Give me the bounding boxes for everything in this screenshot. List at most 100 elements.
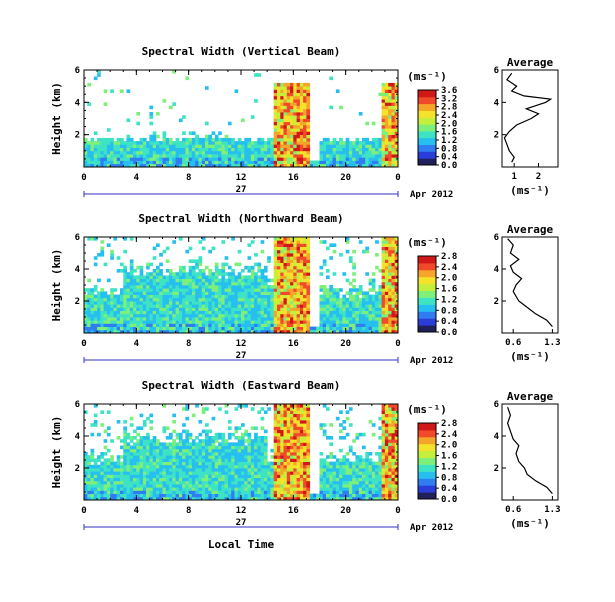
heatmap-cell <box>251 301 255 305</box>
heatmap-cell <box>149 157 153 161</box>
heatmap-cell <box>320 295 324 299</box>
heatmap-cell <box>336 161 340 165</box>
heatmap-cell <box>329 455 333 459</box>
heatmap-cell <box>293 301 297 305</box>
heatmap-cell <box>277 128 281 132</box>
heatmap-cell <box>388 154 392 158</box>
heatmap-cell <box>208 161 212 165</box>
heatmap-cell <box>87 474 91 478</box>
heatmap-cell <box>166 314 170 318</box>
heatmap-cell <box>221 148 225 152</box>
heatmap-cell <box>313 494 317 498</box>
heatmap-cell <box>306 135 310 139</box>
heatmap-cell <box>107 426 111 430</box>
profile-y-tick-label: 2 <box>494 297 499 307</box>
heatmap-cell <box>323 288 327 292</box>
heatmap-cell <box>166 436 170 440</box>
heatmap-cell <box>208 301 212 305</box>
heatmap-cell <box>365 317 369 321</box>
heatmap-cell <box>385 148 389 152</box>
heatmap-cell <box>166 138 170 142</box>
heatmap-cell <box>176 490 180 494</box>
heatmap-cell <box>267 279 271 283</box>
heatmap-cell <box>277 122 281 126</box>
heatmap-cell <box>205 86 209 90</box>
heatmap-cell <box>130 301 134 305</box>
heatmap-cell <box>290 243 294 247</box>
heatmap-cell <box>185 288 189 292</box>
heatmap-cell <box>136 282 140 286</box>
heatmap-cell <box>392 119 396 123</box>
heatmap-cell <box>87 490 91 494</box>
heatmap-cell <box>179 490 183 494</box>
heatmap-cell <box>274 250 278 254</box>
heatmap-cell <box>326 494 330 498</box>
heatmap-cell <box>297 83 301 87</box>
heatmap-cell <box>225 263 229 267</box>
heatmap-cell <box>208 449 212 453</box>
heatmap-cell <box>205 449 209 453</box>
heatmap-cell <box>257 263 261 267</box>
heatmap-cell <box>189 490 193 494</box>
heatmap-cell <box>382 314 386 318</box>
heatmap-cell <box>287 407 291 411</box>
heatmap-cell <box>306 96 310 100</box>
heatmap-cell <box>238 446 242 450</box>
heatmap-cell <box>146 446 150 450</box>
heatmap-cell <box>215 154 219 158</box>
heatmap-cell <box>293 327 297 331</box>
heatmap-cell <box>231 304 235 308</box>
heatmap-cell <box>110 471 114 475</box>
heatmap-cell <box>284 240 288 244</box>
heatmap-cell <box>248 455 252 459</box>
heatmap-cell <box>329 327 333 331</box>
heatmap-cell <box>202 323 206 327</box>
heatmap-cell <box>277 449 281 453</box>
heatmap-cell <box>388 253 392 257</box>
heatmap-cell <box>297 279 301 283</box>
heatmap-cell <box>293 407 297 411</box>
heatmap-cell <box>326 301 330 305</box>
heatmap-cell <box>221 449 225 453</box>
heatmap-cell <box>153 298 157 302</box>
heatmap-cell <box>362 291 366 295</box>
heatmap-cell <box>238 490 242 494</box>
heatmap-cell <box>287 490 291 494</box>
heatmap-cell <box>323 471 327 475</box>
heatmap-cell <box>123 430 127 434</box>
heatmap-cell <box>202 407 206 411</box>
heatmap-cell <box>110 474 114 478</box>
heatmap-cell <box>172 291 176 295</box>
heatmap-cell <box>149 154 153 158</box>
heatmap-cell <box>212 157 216 161</box>
heatmap-cell <box>127 144 131 148</box>
heatmap-cell <box>300 317 304 321</box>
heatmap-cell <box>235 282 239 286</box>
heatmap-cell <box>238 301 242 305</box>
heatmap-cell <box>199 256 203 260</box>
heatmap-cell <box>274 125 278 129</box>
heatmap-cell <box>87 157 91 161</box>
heatmap-cell <box>94 471 98 475</box>
heatmap-cell <box>352 263 356 267</box>
heatmap-cell <box>346 323 350 327</box>
heatmap-cell <box>388 295 392 299</box>
heatmap-cell <box>133 304 137 308</box>
heatmap-cell <box>248 317 252 321</box>
heatmap-cell <box>189 131 193 135</box>
heatmap-cell <box>133 465 137 469</box>
heatmap-cell <box>87 288 91 292</box>
colorbar-tick-label: 1.6 <box>441 285 457 295</box>
heatmap-cell <box>244 144 248 148</box>
heatmap-cell <box>320 148 324 152</box>
heatmap-cell <box>153 471 157 475</box>
heatmap-cell <box>270 161 274 165</box>
heatmap-cell <box>392 288 396 292</box>
heatmap-cell <box>208 250 212 254</box>
heatmap-cell <box>280 138 284 142</box>
heatmap-cell <box>287 263 291 267</box>
heatmap-cell <box>392 320 396 324</box>
heatmap-cell <box>228 462 232 466</box>
heatmap-cell <box>127 304 131 308</box>
heatmap-cell <box>270 157 274 161</box>
